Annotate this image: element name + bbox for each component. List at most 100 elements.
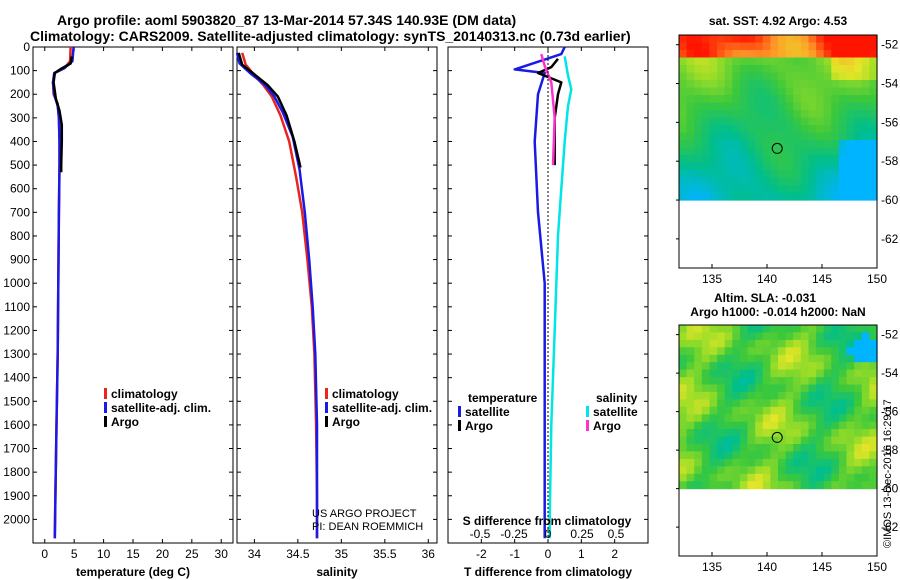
sla-map-cell [724, 377, 733, 386]
sst-map-cell [717, 35, 726, 44]
sla-map-cell [686, 399, 695, 408]
sst-map-cell [838, 192, 848, 201]
sla-map-cell [793, 362, 802, 371]
sst-map-cell [709, 125, 718, 134]
sst-map-cell [732, 110, 741, 119]
sla-map-cell [709, 347, 718, 356]
sla-map-cell [778, 332, 787, 341]
sst-map-cell [732, 95, 741, 104]
sla-map-cell [808, 429, 817, 438]
sst-map-cell [793, 147, 802, 156]
temperature-xtick-label: 30 [215, 547, 229, 561]
sla-map-cell [755, 384, 764, 393]
sst-map-cell [800, 42, 809, 51]
sst-map-cell [770, 192, 779, 201]
sla-map-cell [808, 391, 817, 400]
difference-legend-label: satellite [593, 405, 638, 419]
sst-map-cell [869, 65, 878, 74]
sla-map-cell [823, 354, 832, 363]
sla-map-cell [869, 473, 878, 482]
sst-map-cell [747, 95, 756, 104]
sst-map-cell [800, 110, 809, 119]
sst-map-cell [778, 147, 787, 156]
sst-map-cell [762, 95, 771, 104]
sla-map-cell [717, 429, 726, 438]
sla-map-cell [770, 362, 779, 371]
salinity-frame [236, 46, 438, 544]
sst-map-cell [717, 125, 726, 134]
sst-map-cell [785, 155, 794, 164]
sla-map-cell [838, 369, 848, 378]
sla-map-cell [823, 473, 832, 482]
sla-map-cell [800, 391, 809, 400]
sst-map-cell [854, 72, 863, 81]
sst-map-cell [778, 72, 787, 81]
depth-tick-label: 1200 [3, 323, 30, 337]
sla-map-cell [785, 391, 794, 400]
difference-xtick-label: 0 [545, 547, 552, 561]
sla-map-cell [854, 421, 863, 430]
sla-map-cell [747, 481, 756, 490]
sla-map-cell [793, 354, 802, 363]
sla-map-cell [701, 347, 710, 356]
sla-map-cell [846, 362, 855, 371]
sla-map-cell [717, 369, 726, 378]
sst-map-cell [800, 50, 809, 59]
sla-map-cell [709, 339, 718, 348]
sla-map-cell [770, 421, 779, 430]
sla-map-cell [785, 481, 794, 490]
sla-map-cell [778, 451, 787, 460]
sla-map-cell [755, 354, 764, 363]
sla-map-cell [838, 377, 848, 386]
sst-map-cell [846, 42, 855, 51]
sla-map-cell [732, 451, 741, 460]
sst-map-cell [808, 35, 817, 44]
sla-map-cell [755, 347, 764, 356]
sst-map-cell [770, 110, 779, 119]
sla-map-cell [785, 473, 794, 482]
sla-map-cell [694, 473, 703, 482]
sla-map-cell [869, 481, 878, 490]
sst-map-cell [709, 132, 718, 141]
sst-map-cell [785, 192, 794, 201]
sst-map-cell [800, 117, 809, 126]
sla-map-cell [701, 339, 710, 348]
sst-map-cell [755, 177, 764, 186]
sla-map-cell [823, 458, 832, 467]
sst-map-cell [854, 155, 863, 164]
sst-map-cell [701, 155, 710, 164]
sst-map-xtick-label: 140 [757, 272, 777, 286]
sla-map-cell [686, 406, 695, 415]
depth-tick-label: 1600 [3, 418, 30, 432]
sst-map-cell [679, 155, 688, 164]
sst-map-cell [701, 110, 710, 119]
sst-map-cell [747, 87, 756, 96]
sla-map-cell [762, 436, 771, 445]
sla-map-cell [831, 391, 840, 400]
sst-map-cell [709, 110, 718, 119]
sla-map-cell [831, 414, 840, 423]
sst-map-cell [770, 132, 779, 141]
sst-map-cell [793, 170, 802, 179]
sla-map-cell [694, 458, 703, 467]
sla-map-cell [831, 369, 840, 378]
sla-map-cell [739, 421, 749, 430]
sst-map-cell [854, 162, 863, 171]
sst-map-cell [808, 125, 817, 134]
sla-map-cell [778, 421, 787, 430]
sla-map-cell [793, 444, 802, 452]
sla-map-cell [846, 421, 855, 430]
sla-map-cell [831, 473, 840, 482]
sla-map-cell [854, 473, 863, 482]
sst-map-cell [831, 87, 840, 96]
sla-map-cell [869, 354, 878, 363]
sst-map-cell [770, 170, 779, 179]
sst-map-cell [739, 155, 749, 164]
sla-map-cell [694, 436, 703, 445]
sst-map-cell [724, 110, 733, 119]
sla-map-cell [800, 325, 809, 333]
sst-map-cell [823, 72, 832, 81]
sst-map-cell [854, 50, 863, 59]
sla-map-cell [701, 481, 710, 490]
sst-map-cell [755, 185, 764, 194]
